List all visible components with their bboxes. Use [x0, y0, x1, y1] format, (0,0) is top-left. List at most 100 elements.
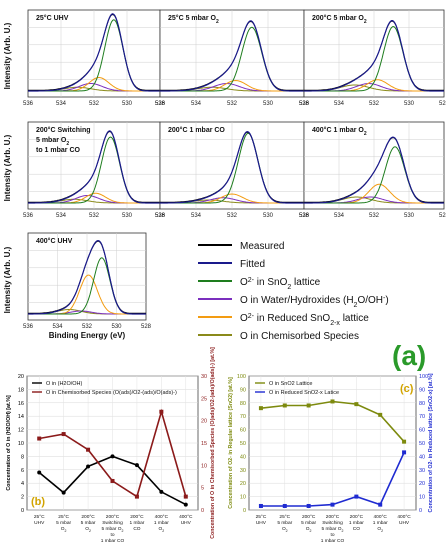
- x-tick-label: 534: [191, 101, 202, 107]
- data-point: [306, 403, 311, 408]
- y-tick-label: 80: [240, 401, 246, 407]
- x-tick-label: O2: [85, 526, 91, 533]
- y-tick-label: 18: [18, 387, 24, 393]
- x-tick-label: 200°C: [326, 514, 340, 520]
- x-tick-label: 1 mbar: [349, 520, 364, 526]
- x-tick-label: 534: [52, 324, 63, 330]
- legend-label-measured: Measured: [240, 241, 284, 252]
- xps-panel-title: 25°C 5 mbar O2: [168, 14, 219, 25]
- y-tick-label: 10: [18, 441, 24, 447]
- x-tick-label: to: [330, 532, 334, 538]
- y2-tick-label: 15: [201, 441, 207, 447]
- x-tick-label: O2: [282, 526, 288, 533]
- y-tick-label: 20: [18, 374, 24, 380]
- x-tick-label: 534: [191, 213, 202, 219]
- x-tick-label: 400°C: [155, 514, 169, 520]
- y2-tick-label: 5: [201, 486, 204, 492]
- y-tick-label: 90: [240, 387, 246, 393]
- fitted-curve: [28, 239, 146, 315]
- y-tick-label: 0: [243, 508, 246, 514]
- xps-panel-title: 200°C 1 mbar CO: [168, 126, 225, 134]
- y-tick-label: 6: [21, 468, 24, 474]
- x-tick-label: 536: [23, 213, 34, 219]
- x-tick-label: UHV: [399, 520, 410, 526]
- x-tick-label: 200°C: [106, 514, 120, 520]
- panel-label-a: (a): [392, 340, 426, 371]
- x-tick-label: O2: [377, 526, 383, 533]
- xps-panel-title: 5 mbar O2: [36, 137, 69, 147]
- x-tick-label: 200°C: [350, 514, 364, 520]
- panel-label: (b): [31, 496, 45, 508]
- x-tick-label: 532: [89, 101, 100, 107]
- chart-c: 0 10 20 30 40 50 60 70 80 90 100 0 10 20 30 40 50 60 70 80 9…: [228, 373, 434, 544]
- x-tick-label: 530: [111, 324, 122, 330]
- x-tick-label: O2: [306, 526, 312, 533]
- x-tick-label: 530: [263, 101, 274, 107]
- y2-tick-label: 10: [201, 463, 207, 469]
- x-tick-label: 1 mbar: [129, 520, 144, 526]
- fitted-curve: [160, 20, 304, 92]
- x-tick-label: 528: [439, 213, 446, 219]
- data-point: [159, 489, 164, 494]
- x-tick-label: CO: [353, 526, 360, 532]
- x-tick-label: 536: [299, 213, 310, 219]
- x-tick-label: 5 mbar O2: [322, 526, 344, 533]
- x-tick-label: 5 mbar: [56, 520, 71, 526]
- x-tick-label: UHV: [34, 520, 45, 526]
- xps-panel-4: 536 534 532 530 528 200°C Switching 5 mbar O2t…: [23, 121, 166, 219]
- data-point: [110, 478, 115, 483]
- x-tick-label: O2: [61, 526, 67, 533]
- data-point: [402, 450, 407, 455]
- y2-tick-label: 25: [201, 396, 207, 402]
- y-tick-label: 40: [240, 454, 246, 460]
- y-axis-label: Concentration of O2- in Regular lattice …: [228, 377, 234, 509]
- x-tick-label: 530: [263, 213, 274, 219]
- x-tick-label: 1 mbar CO: [101, 538, 125, 544]
- legend: Measured Fitted O2- in SnO2 lattice O in Wa…: [198, 241, 389, 342]
- legend-label: O in Reduced SnO2-x Latice: [269, 390, 339, 396]
- data-point: [86, 447, 91, 452]
- x-tick-label: 528: [439, 101, 446, 107]
- x-axis-label: Binding Energy (eV): [49, 331, 126, 340]
- xps-panel-1: 536 534 532 530 528 25°C UHV: [23, 9, 166, 107]
- x-tick-label: O2: [159, 526, 165, 533]
- fitted-curve: [304, 136, 444, 204]
- fitted-curve: [28, 13, 160, 92]
- x-tick-label: 1 mbar: [373, 520, 388, 526]
- data-point: [258, 406, 263, 411]
- x-tick-label: 532: [82, 324, 93, 330]
- x-tick-label: 5 mbar: [277, 520, 292, 526]
- y-tick-label: 100: [237, 374, 246, 380]
- y-axis-label: Concentration of O in (H2O/OH) [at.%]: [6, 395, 12, 491]
- x-tick-label: 534: [56, 213, 67, 219]
- xps-panel-title: 400°C UHV: [36, 237, 73, 245]
- y2-tick-label: 0: [201, 508, 204, 514]
- fitted-curve: [304, 20, 444, 92]
- data-point: [330, 399, 335, 404]
- y-tick-label: 14: [18, 414, 24, 420]
- y-tick-label: 30: [240, 468, 246, 474]
- data-point: [330, 502, 335, 507]
- x-tick-label: 528: [155, 213, 166, 219]
- y2-axis-label: Concentration of O2- in Reduced lattice …: [428, 373, 434, 512]
- panel-label: (c): [400, 383, 414, 395]
- y-tick-label: 4: [21, 481, 24, 487]
- legend-label: O in SnO2 Lattice: [269, 381, 312, 387]
- x-tick-label: 1 mbar CO: [321, 538, 345, 544]
- x-tick-label: 528: [299, 101, 310, 107]
- y2-tick-label: 40: [419, 454, 425, 460]
- x-tick-label: 25°C: [256, 514, 267, 520]
- data-point: [378, 502, 383, 507]
- y2-tick-label: 70: [419, 414, 425, 420]
- xps-panel-title: to 1 mbar CO: [36, 147, 81, 154]
- y-tick-label: 0: [21, 508, 24, 514]
- x-tick-label: 530: [122, 213, 133, 219]
- x-tick-label: 532: [227, 101, 238, 107]
- data-point: [61, 490, 66, 495]
- x-tick-label: 532: [227, 213, 238, 219]
- x-tick-label: 536: [155, 101, 166, 107]
- y-tick-label: 10: [240, 495, 246, 501]
- y2-tick-label: 100: [419, 374, 428, 380]
- data-point: [110, 454, 115, 459]
